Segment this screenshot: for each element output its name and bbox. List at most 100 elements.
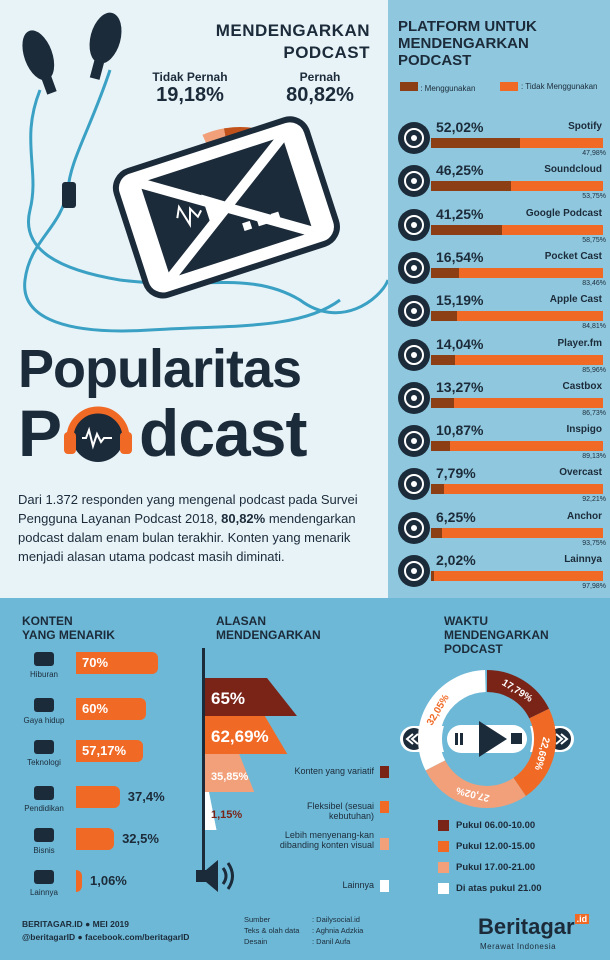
never-label: Tidak Pernah [152, 70, 228, 84]
reason-swatch [380, 880, 389, 892]
platform-use-value: 7,79% [436, 465, 476, 482]
platform-use-value: 46,25% [436, 162, 484, 179]
platform-name: Apple Cast [549, 294, 602, 306]
footer-social: @beritagarID ● facebook.com/beritagarID [22, 932, 190, 942]
platform-name: Lainnya [564, 554, 602, 565]
soundcloud-icon [398, 165, 430, 198]
content-title: KONTEN YANG MENARIK [22, 614, 115, 642]
platform-row: 14,04% Player.fm 85,96% [388, 334, 610, 377]
platform-bar [431, 527, 603, 538]
google-podcast-icon [398, 208, 430, 241]
time-segment [486, 670, 550, 719]
content-label: Lainnya [29, 888, 59, 897]
platform-use-value: 2,02% [436, 552, 476, 568]
pocket-cast-icon [398, 251, 430, 284]
platform-name: Google Podcast [525, 207, 602, 219]
legend-not: : Tidak Menggunakan [500, 82, 610, 91]
earphones-illustration [22, 12, 388, 333]
reason-divider [202, 648, 205, 878]
content-label: Bisnis [33, 846, 55, 855]
platform-not-value: 83,46% [582, 279, 606, 287]
reason-value: 65% [211, 689, 245, 708]
time-swatch [438, 862, 449, 873]
reason-label: Fleksibel (sesuai kebutuhan) [306, 801, 374, 821]
platform-bar [431, 311, 603, 322]
platform-name: Pocket Cast [544, 250, 602, 262]
brand-logo: Beritagar .id [478, 914, 590, 939]
content-value: 57,17% [82, 743, 127, 758]
reason-bar [205, 754, 255, 792]
content-value: 32,5% [122, 831, 159, 846]
time-title: WAKTU MENDENGARKAN PODCAST [444, 614, 549, 656]
reason-label: Lainnya [342, 880, 374, 890]
castbox-icon [398, 381, 430, 414]
platform-row: 10,87% Inspigo 89,13% [388, 420, 610, 463]
ever-value: 80,82% [286, 84, 354, 106]
reason-label: Lebih menyenang-kan dibanding konten vis… [279, 830, 374, 850]
platform-bar-fill [431, 354, 456, 365]
content-bar [76, 870, 82, 892]
reason-value: 35,85% [211, 771, 249, 783]
time-donut-chart: 17,79%22,69%27,02%32,05% [400, 670, 574, 808]
platform-bar-fill [431, 484, 445, 495]
ever-label: Pernah [299, 70, 341, 84]
laptop-icon [30, 738, 58, 758]
content-bar [76, 740, 143, 762]
reason-title: ALASAN MENDENGARKAN [216, 614, 321, 642]
platform-not-value: 84,81% [582, 323, 606, 331]
theater-masks-icon [30, 650, 58, 670]
platform-bar-fill [431, 441, 450, 452]
platform-bar [431, 224, 603, 235]
reason-label: Konten yang variatif [294, 766, 374, 776]
reason-swatch [380, 801, 389, 813]
platform-not-value: 97,98% [582, 583, 606, 590]
time-segment [513, 708, 556, 797]
play-icon [479, 721, 507, 757]
platform-bar [431, 267, 603, 278]
platform-not-value: 53,75% [582, 193, 606, 201]
platform-title: PLATFORM UNTUK MENDENGARKAN PODCAST [398, 18, 537, 69]
content-label: Pendidikan [24, 804, 64, 813]
platform-bar [431, 441, 603, 452]
never-stat: Tidak Pernah 19,18% [140, 70, 240, 107]
platform-row: 2,02% Lainnya 97,98% [388, 550, 610, 593]
never-value: 19,18% [156, 84, 224, 106]
platform-bar-fill [431, 224, 502, 235]
platform-row: 52,02% Spotify 47,98% [388, 117, 610, 160]
platform-row: 6,25% Anchor 93,75% [388, 507, 610, 550]
legend-not-swatch [500, 82, 518, 91]
reason-chart: 65% 62,69% 35,85% 1,15% [205, 678, 297, 830]
headphone-o-icon [60, 394, 136, 470]
content-bar [76, 698, 147, 720]
platform-use-value: 13,27% [436, 378, 484, 395]
stop-icon [511, 733, 522, 744]
intro-paragraph: Dari 1.372 responden yang mengenal podca… [18, 492, 358, 564]
big-title-podcast: P dcast [18, 396, 307, 470]
reason-bar [205, 716, 288, 754]
content-bar [76, 652, 158, 674]
platform-use-value: 6,25% [436, 508, 476, 525]
platform-bar-fill [431, 527, 442, 538]
platform-not-value: 86,73% [582, 409, 606, 417]
platform-use-value: 16,54% [436, 248, 484, 265]
platform-not-value: 93,75% [582, 539, 606, 547]
platform-name: Castbox [562, 380, 602, 392]
platform-not-value: 58,75% [582, 236, 606, 244]
platform-bar-fill [431, 267, 460, 278]
platform-bar-fill [431, 311, 458, 322]
platform-not-value: 89,13% [582, 453, 606, 461]
speaker-icon [196, 860, 234, 892]
inspigo-icon [398, 425, 430, 458]
content-value: 60% [82, 701, 109, 716]
platform-bar [431, 138, 603, 148]
footer-left: BERITAGAR.ID ● MEI 2019 @beritagarID ● f… [22, 918, 189, 944]
credits-values: : Dailysocial.id : Aghnia Adzkia : Danil… [312, 915, 364, 946]
hero-panel: MENDENGARKAN PODCAST Tidak Pernah 19,18%… [0, 0, 388, 598]
platform-row: 13,27% Castbox 86,73% [388, 377, 610, 420]
bottom-panel: KONTEN YANG MENARIK Hiburan 70% Gaya hidup 6… [0, 598, 610, 960]
platform-name: Inspigo [566, 424, 602, 436]
platform-row: 7,79% Overcast 92,21% [388, 463, 610, 506]
reason-value: 62,69% [211, 727, 269, 746]
footer-date: BERITAGAR.ID ● MEI 2019 [22, 919, 129, 929]
content-label: Teknologi [27, 758, 61, 767]
